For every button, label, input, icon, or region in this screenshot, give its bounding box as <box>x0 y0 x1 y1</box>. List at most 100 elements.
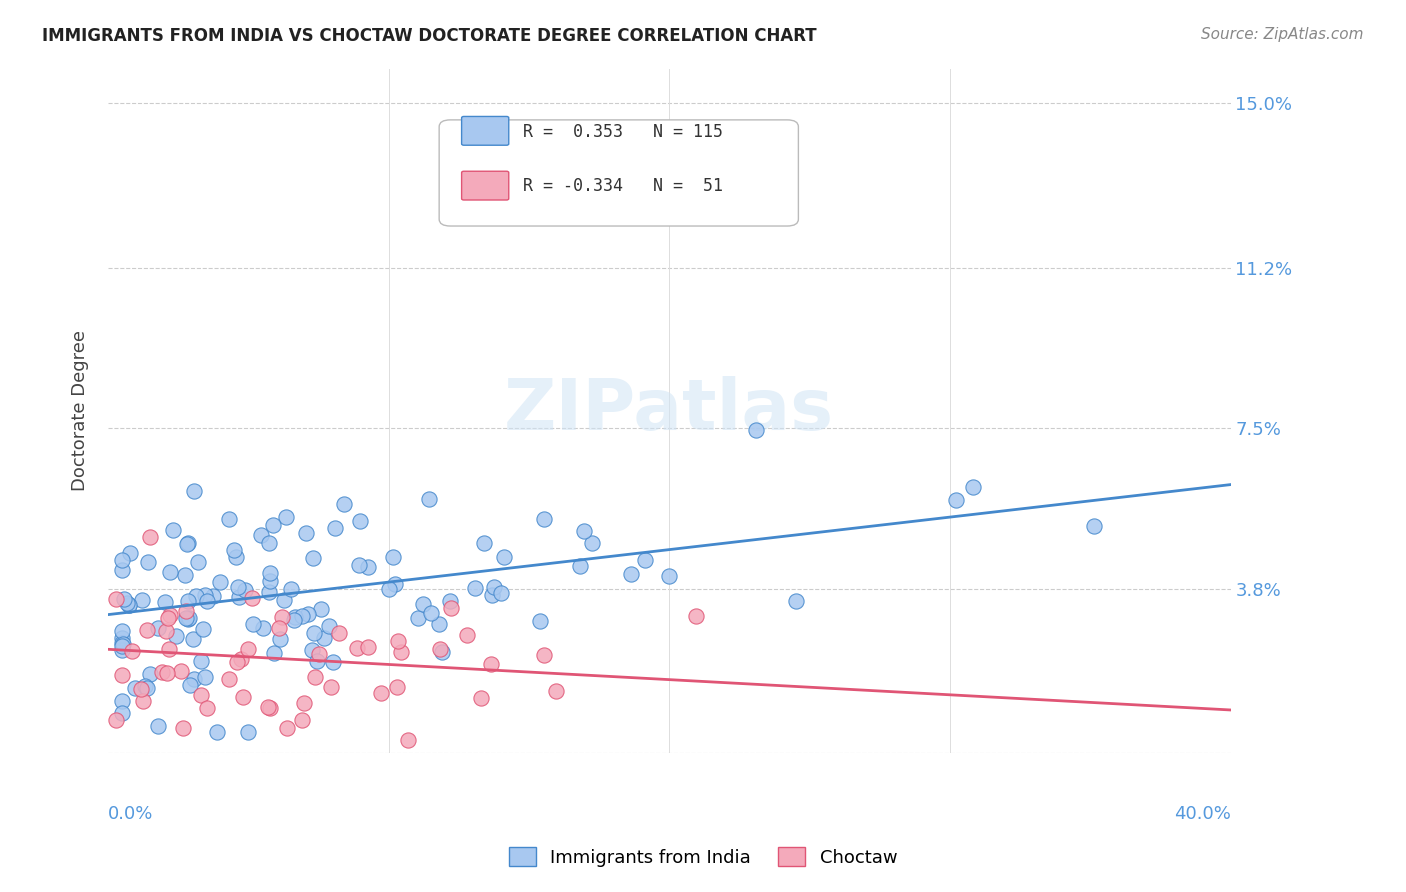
Point <box>349 558 371 572</box>
Point <box>470 691 492 706</box>
Point <box>318 619 340 633</box>
Point <box>357 640 380 654</box>
Text: Source: ZipAtlas.com: Source: ZipAtlas.com <box>1201 27 1364 42</box>
Point <box>112 591 135 606</box>
Point <box>105 713 128 727</box>
Point <box>111 553 134 567</box>
Point <box>121 644 143 658</box>
Point <box>208 575 231 590</box>
Point <box>201 589 224 603</box>
Point <box>228 590 250 604</box>
Point <box>489 586 512 600</box>
Point <box>685 608 707 623</box>
Point <box>785 593 807 607</box>
Point <box>572 524 595 538</box>
Point <box>418 492 440 507</box>
Point <box>346 641 368 656</box>
Point <box>135 681 157 696</box>
Point <box>183 483 205 498</box>
Point <box>177 536 200 550</box>
Point <box>225 549 247 564</box>
Point <box>283 613 305 627</box>
Point <box>176 604 198 618</box>
Point <box>155 624 177 639</box>
Point <box>291 713 314 727</box>
Point <box>456 628 478 642</box>
Point <box>118 546 141 560</box>
Point <box>135 623 157 637</box>
Point <box>105 591 128 606</box>
Point <box>195 700 218 714</box>
Point <box>427 616 450 631</box>
Text: IMMIGRANTS FROM INDIA VS CHOCTAW DOCTORATE DEGREE CORRELATION CHART: IMMIGRANTS FROM INDIA VS CHOCTAW DOCTORA… <box>42 27 817 45</box>
Point <box>533 648 555 662</box>
Point <box>328 626 350 640</box>
Point <box>233 582 256 597</box>
Point <box>378 582 401 597</box>
Point <box>146 621 169 635</box>
Point <box>157 610 180 624</box>
Point <box>420 607 443 621</box>
Point <box>205 724 228 739</box>
Point <box>242 617 264 632</box>
Point <box>174 567 197 582</box>
Point <box>321 680 343 694</box>
Point <box>170 664 193 678</box>
Text: R =  0.353   N = 115: R = 0.353 N = 115 <box>523 122 723 141</box>
Point <box>238 724 260 739</box>
Point <box>177 611 200 625</box>
Point <box>384 576 406 591</box>
Point <box>115 596 138 610</box>
Point <box>301 550 323 565</box>
Point <box>250 528 273 542</box>
Text: 0.0%: 0.0% <box>108 805 153 823</box>
Point <box>238 641 260 656</box>
Point <box>193 622 215 636</box>
Point <box>333 497 356 511</box>
Point <box>177 612 200 626</box>
Point <box>304 670 326 684</box>
Point <box>620 566 643 581</box>
Point <box>131 681 153 696</box>
Point <box>111 639 134 653</box>
Point <box>186 590 208 604</box>
Point <box>269 632 291 646</box>
Point <box>111 563 134 577</box>
Point <box>228 580 250 594</box>
Point <box>387 634 409 648</box>
Point <box>297 607 319 622</box>
Point <box>259 574 281 588</box>
Point <box>177 594 200 608</box>
Point <box>356 560 378 574</box>
Point <box>544 684 567 698</box>
Point <box>159 642 181 657</box>
Point <box>259 700 281 714</box>
Point <box>139 530 162 544</box>
Point <box>183 673 205 687</box>
Point <box>134 679 156 693</box>
Point <box>396 733 419 747</box>
Point <box>658 568 681 582</box>
Point <box>111 637 134 651</box>
Point <box>111 668 134 682</box>
Point <box>153 595 176 609</box>
Point <box>312 632 335 646</box>
Point <box>529 614 551 628</box>
Point <box>174 611 197 625</box>
Point <box>138 667 160 681</box>
Point <box>150 665 173 679</box>
Point <box>479 657 502 671</box>
Point <box>218 512 240 526</box>
Point <box>257 536 280 550</box>
Point <box>159 565 181 579</box>
Point <box>111 643 134 657</box>
Point <box>1083 518 1105 533</box>
Point <box>155 666 177 681</box>
Point <box>190 688 212 702</box>
Point <box>305 654 328 668</box>
Point <box>308 647 330 661</box>
Point <box>172 721 194 735</box>
FancyBboxPatch shape <box>461 171 509 200</box>
Point <box>323 521 346 535</box>
Point <box>322 655 344 669</box>
